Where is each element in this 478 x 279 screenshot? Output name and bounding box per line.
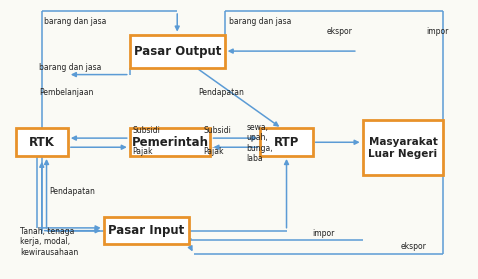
Text: Pendapatan: Pendapatan	[198, 88, 244, 97]
Text: Pemerintah: Pemerintah	[131, 136, 208, 149]
Text: sewa,
upah,
bunga,
laba: sewa, upah, bunga, laba	[246, 123, 273, 163]
Text: ekspor: ekspor	[327, 27, 353, 36]
FancyBboxPatch shape	[362, 120, 444, 175]
Text: Pajak: Pajak	[203, 146, 224, 155]
Text: ekspor: ekspor	[401, 242, 426, 251]
FancyBboxPatch shape	[261, 128, 313, 156]
Text: RTK: RTK	[29, 136, 54, 149]
Text: Masyarakat
Luar Negeri: Masyarakat Luar Negeri	[369, 137, 437, 158]
Text: Pajak: Pajak	[132, 146, 152, 155]
Text: Pasar Output: Pasar Output	[133, 45, 221, 57]
Text: Pendapatan: Pendapatan	[49, 187, 95, 196]
Text: Subsidi: Subsidi	[132, 126, 160, 135]
Text: impor: impor	[427, 27, 449, 36]
Text: barang dan jasa: barang dan jasa	[229, 17, 292, 26]
Text: impor: impor	[313, 229, 335, 237]
Text: Subsidi: Subsidi	[203, 126, 231, 135]
Text: barang dan jasa: barang dan jasa	[39, 63, 102, 72]
FancyBboxPatch shape	[16, 128, 68, 156]
Text: Pasar Input: Pasar Input	[108, 224, 185, 237]
Text: RTP: RTP	[274, 136, 299, 149]
Text: Pembelanjaan: Pembelanjaan	[39, 88, 94, 97]
FancyBboxPatch shape	[104, 217, 189, 244]
Text: Tanah, tenaga
kerja, modal,
kewirausahaan: Tanah, tenaga kerja, modal, kewirausahaa…	[21, 227, 79, 257]
FancyBboxPatch shape	[130, 35, 225, 68]
Text: barang dan jasa: barang dan jasa	[44, 17, 107, 26]
FancyBboxPatch shape	[130, 128, 210, 156]
